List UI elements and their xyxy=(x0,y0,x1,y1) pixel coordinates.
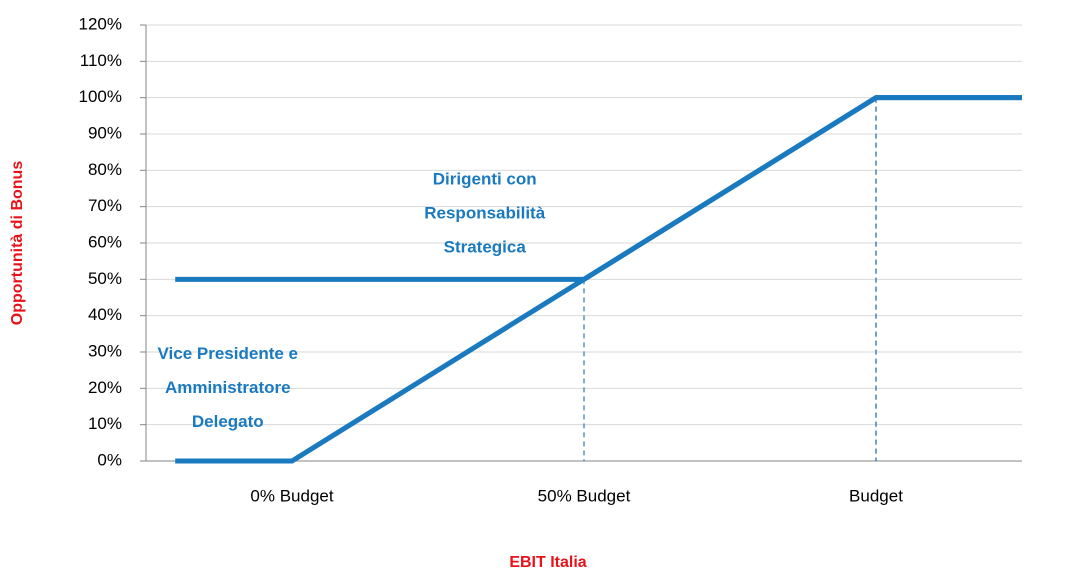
x-axis-label: EBIT Italia xyxy=(509,554,586,571)
y-axis-label: Opportunità di Bonus xyxy=(9,161,26,326)
y-tick-label: 0% xyxy=(97,450,122,469)
x-tick-label: 0% Budget xyxy=(250,486,333,505)
annotation: Responsabilità xyxy=(424,203,545,222)
y-tick-label: 100% xyxy=(79,87,122,106)
series-line xyxy=(175,95,1022,282)
y-tick-label: 40% xyxy=(88,305,122,324)
x-tick-label: 50% Budget xyxy=(538,486,631,505)
y-tick-label: 120% xyxy=(79,14,122,33)
x-tick-label: Budget xyxy=(849,486,903,505)
annotation: Strategica xyxy=(444,237,527,256)
y-tick-label: 80% xyxy=(88,160,122,179)
annotation: Vice Presidente e xyxy=(158,344,299,363)
y-tick-label: 20% xyxy=(88,378,122,397)
y-tick-label: 30% xyxy=(88,341,122,360)
annotation: Delegato xyxy=(192,412,264,431)
annotation: Amministratore xyxy=(165,378,291,397)
y-tick-label: 90% xyxy=(88,123,122,142)
y-tick-label: 110% xyxy=(80,51,122,70)
y-tick-label: 50% xyxy=(88,269,122,288)
annotation: Dirigenti con xyxy=(433,169,537,188)
y-tick-label: 60% xyxy=(88,232,122,251)
y-tick-label: 70% xyxy=(88,196,122,215)
y-tick-label: 10% xyxy=(88,414,122,433)
